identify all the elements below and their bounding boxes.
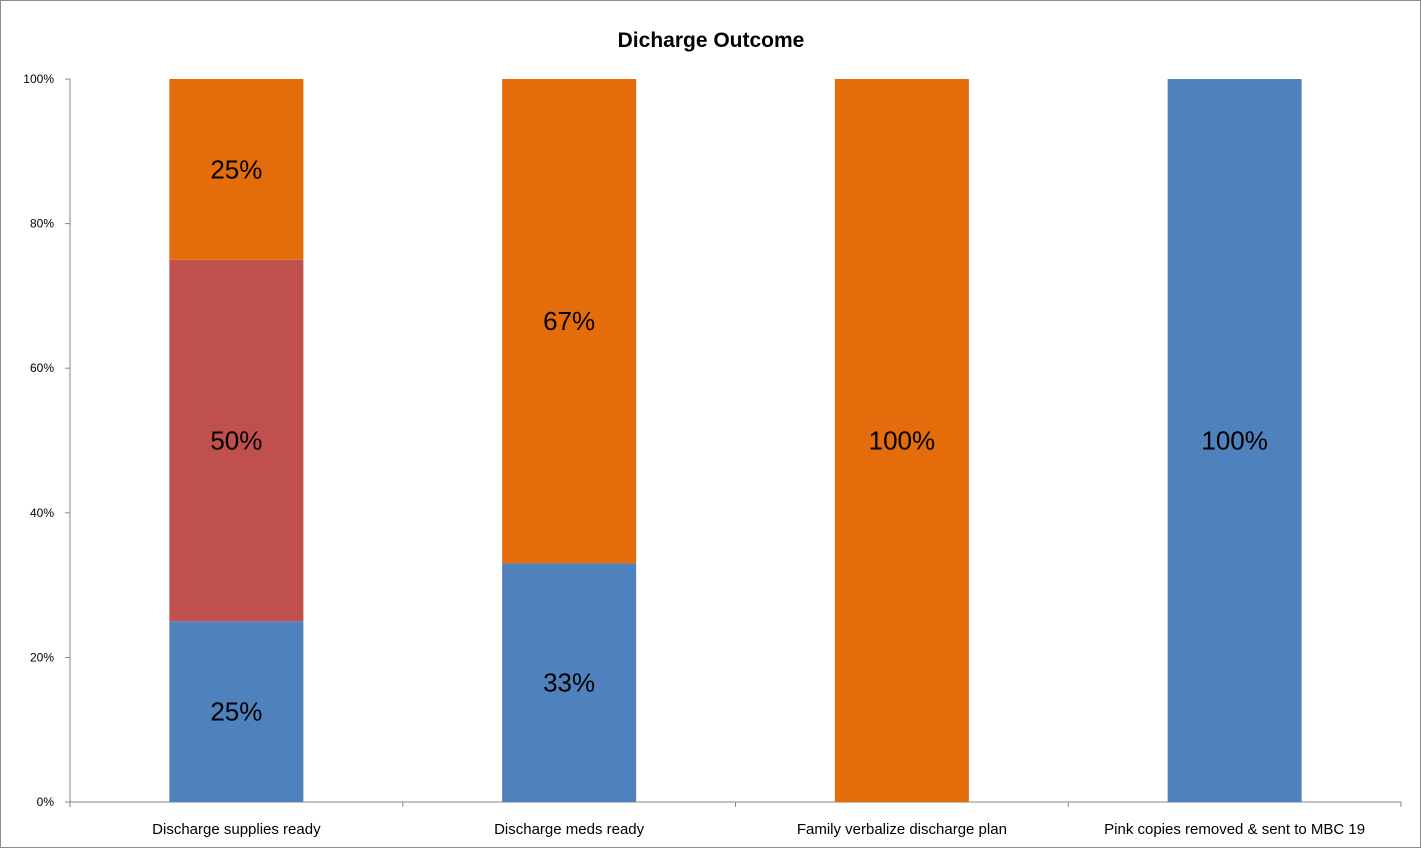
bars — [169, 79, 1302, 802]
bar-segment — [502, 563, 637, 802]
data-label: 100% — [1201, 426, 1268, 456]
data-labels: 25% 50% 25% 33% 67% 100% 100% — [210, 154, 1268, 726]
bar-segment — [169, 79, 304, 260]
data-label: 33% — [543, 668, 595, 698]
y-tick-label: 80% — [30, 217, 54, 231]
data-label: 67% — [543, 306, 595, 336]
y-tick-label: 40% — [30, 506, 54, 520]
y-tick-label: 100% — [23, 72, 54, 86]
data-label: 50% — [210, 426, 262, 456]
data-label: 100% — [869, 426, 936, 456]
y-tick-label: 0% — [37, 795, 55, 809]
x-tick-label: Discharge meds ready — [494, 821, 645, 838]
x-tick-label: Discharge supplies ready — [152, 821, 321, 838]
bar-segment — [169, 621, 304, 802]
bar-segment — [834, 79, 969, 802]
bar-segment — [502, 79, 637, 564]
bar-segment — [169, 259, 304, 622]
axes: 0% 20% 40% 60% 80% 100% Discharge supplies rea… — [23, 72, 1402, 838]
chart-title: Dicharge Outcome — [618, 29, 805, 52]
x-tick-label: Family verbalize discharge plan — [797, 821, 1007, 838]
y-tick-label: 20% — [30, 650, 54, 664]
x-tick-label: Pink copies removed & sent to MBC 19 — [1104, 821, 1365, 838]
data-label: 25% — [210, 697, 262, 727]
y-tick-label: 60% — [30, 361, 54, 375]
data-label: 25% — [210, 154, 262, 184]
bar-segment — [1167, 79, 1302, 802]
